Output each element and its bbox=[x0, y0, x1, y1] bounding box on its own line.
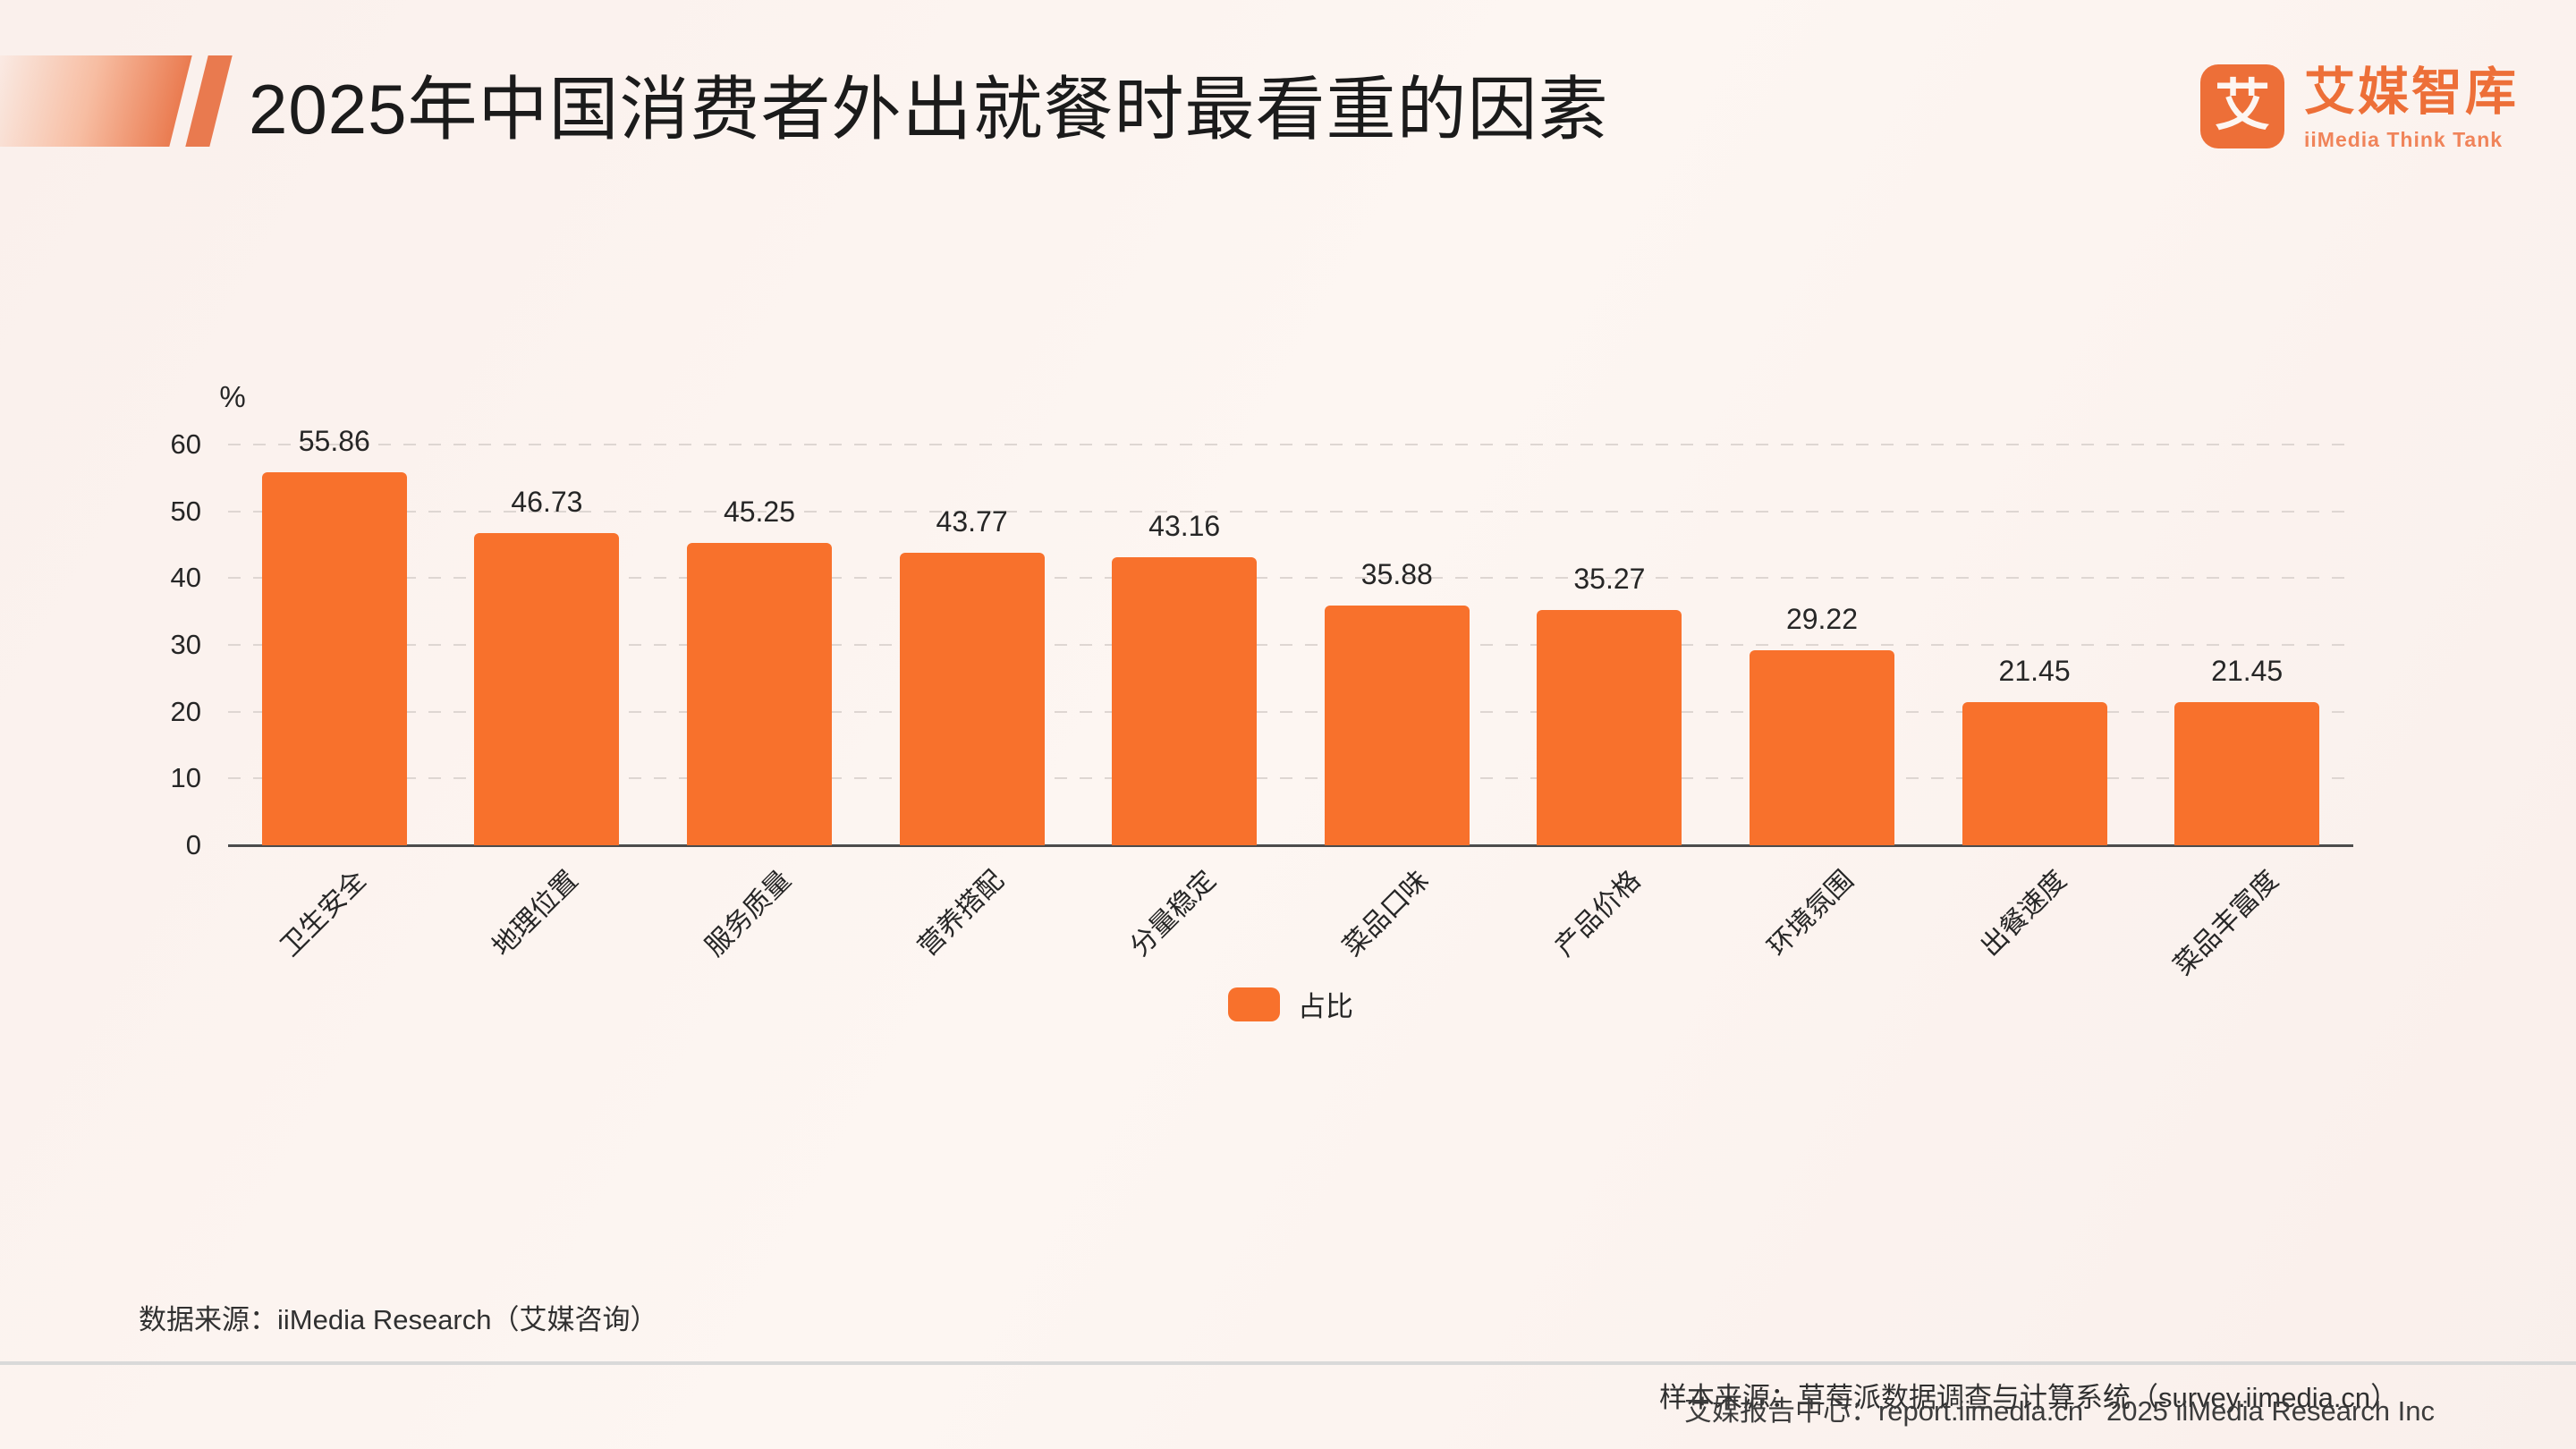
bar-6 bbox=[1537, 609, 1682, 845]
y-tick-label-50: 50 bbox=[170, 495, 201, 527]
footer-divider bbox=[0, 1361, 2576, 1365]
bar-3 bbox=[899, 553, 1045, 845]
category-label-6: 产品价格 bbox=[1549, 865, 1648, 962]
legend-label: 占比 bbox=[1298, 991, 1353, 1022]
y-axis-unit-label: % bbox=[219, 380, 246, 413]
logo-text-block: 艾媒智库 iiMedia Think Tank bbox=[2304, 64, 2519, 152]
gridline-10 bbox=[228, 777, 2353, 780]
bar-slot-9: 21.45 菜品丰富度 bbox=[2140, 445, 2353, 981]
y-tick-label-30: 30 bbox=[170, 629, 201, 660]
y-tick-label-20: 20 bbox=[170, 695, 201, 727]
bar-5 bbox=[1324, 606, 1470, 845]
logo-name-en: iiMedia Think Tank bbox=[2304, 127, 2504, 151]
data-source-note: 数据来源：iiMedia Research（艾媒咨询） bbox=[139, 1304, 658, 1335]
iimedia-logo: 艾 艾媒智库 iiMedia Think Tank bbox=[2200, 64, 2519, 152]
value-label-4: 43.16 bbox=[1148, 509, 1221, 542]
category-label-1: 地理位置 bbox=[487, 865, 585, 962]
category-label-8: 出餐速度 bbox=[1975, 865, 2072, 962]
bar-slot-8: 21.45 出餐速度 bbox=[1928, 445, 2141, 962]
gridline-20 bbox=[228, 710, 2353, 713]
logo-name-cn: 艾媒智库 bbox=[2304, 64, 2519, 121]
bar-7 bbox=[1749, 649, 1894, 845]
category-label-7: 环境氛围 bbox=[1762, 865, 1860, 962]
legend-swatch bbox=[1228, 987, 1280, 1021]
category-label-4: 分量稳定 bbox=[1124, 865, 1222, 962]
accent-slash bbox=[185, 55, 233, 147]
value-label-2: 45.25 bbox=[723, 496, 796, 529]
bar-1 bbox=[474, 533, 620, 845]
category-label-3: 营养搭配 bbox=[912, 865, 1010, 962]
bar-slot-4: 43.16 分量稳定 bbox=[1078, 445, 1291, 962]
value-label-6: 35.27 bbox=[1573, 562, 1646, 595]
bar-slot-3: 43.77 营养搭配 bbox=[866, 445, 1079, 962]
sample-note-block: 样本来源：草莓派数据调查与计算系统（survey.iimedia.cn） 样本量… bbox=[1659, 1250, 2398, 1449]
header-accent-decoration bbox=[0, 55, 233, 147]
bar-slot-2: 45.25 服务质量 bbox=[653, 445, 866, 962]
bar-slot-5: 35.88 菜品口味 bbox=[1291, 445, 1504, 962]
bar-2 bbox=[686, 543, 832, 845]
value-label-8: 21.45 bbox=[1998, 654, 2071, 687]
bar-slot-6: 35.27 产品价格 bbox=[1504, 445, 1716, 962]
category-label-0: 卫生安全 bbox=[275, 865, 372, 962]
value-label-3: 43.77 bbox=[936, 505, 1008, 538]
category-label-5: 菜品口味 bbox=[1337, 865, 1435, 962]
bar-slot-0: 55.86 卫生安全 bbox=[228, 425, 441, 962]
gridline-60 bbox=[228, 444, 2353, 445]
accent-parallelogram bbox=[0, 55, 192, 147]
bar-4 bbox=[1112, 556, 1258, 845]
value-label-7: 29.22 bbox=[1785, 602, 1859, 635]
page-title: 2025年中国消费者外出就餐时最看重的因素 bbox=[249, 70, 1609, 148]
gridline-30 bbox=[228, 644, 2353, 646]
y-tick-label-40: 40 bbox=[170, 562, 201, 594]
bar-slot-1: 46.73 地理位置 bbox=[441, 445, 654, 962]
bar-8 bbox=[1962, 701, 2107, 845]
y-tick-label-0: 0 bbox=[185, 829, 201, 860]
x-axis-line bbox=[228, 844, 2353, 847]
sample-source-note: 样本来源：草莓派数据调查与计算系统（survey.iimedia.cn） bbox=[1659, 1382, 2399, 1413]
y-tick-label-60: 60 bbox=[170, 428, 201, 460]
gridline-50 bbox=[228, 510, 2353, 513]
iimedia-logo-icon: 艾 bbox=[2200, 64, 2284, 148]
value-label-5: 35.88 bbox=[1360, 558, 1433, 591]
y-tick-label-10: 10 bbox=[170, 762, 201, 794]
category-label-9: 菜品丰富度 bbox=[2168, 865, 2284, 981]
chart-legend: 占比 bbox=[228, 984, 2353, 1024]
bar-chart-plot-area: % 0 10 20 30 40 50 60 55.86 卫生安全 46.73 地理位置 45.25 服务… bbox=[171, 380, 2353, 981]
value-label-0: 55.86 bbox=[298, 424, 370, 457]
bar-slot-7: 29.22 环境氛围 bbox=[1716, 445, 1928, 962]
value-label-9: 21.45 bbox=[2211, 654, 2284, 687]
bar-0 bbox=[261, 471, 407, 845]
category-label-2: 服务质量 bbox=[699, 865, 797, 962]
footer-credit: 艾媒报告中心：report.iimedia.cn 2025 iiMedia Re… bbox=[1683, 1395, 2435, 1427]
value-label-1: 46.73 bbox=[511, 486, 583, 519]
bar-9 bbox=[2174, 701, 2320, 845]
gridline-40 bbox=[228, 577, 2353, 580]
